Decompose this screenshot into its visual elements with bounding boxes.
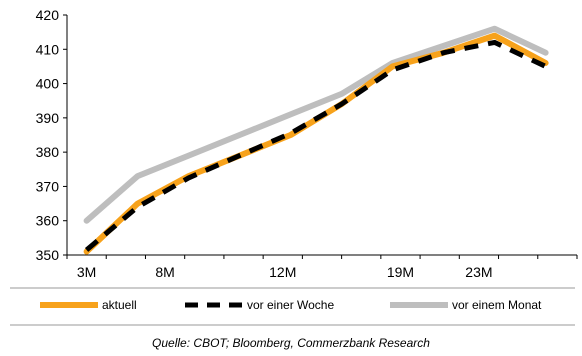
legend-label-aktuell: aktuell bbox=[102, 298, 137, 312]
y-tick-label-420: 420 bbox=[36, 7, 60, 23]
series-line-vor-einem-monat bbox=[83, 25, 549, 224]
series-layer bbox=[83, 25, 549, 255]
x-axis-ticks: 3M 8M 12M 19M 23M bbox=[66, 255, 578, 280]
y-tick-label-410: 410 bbox=[36, 41, 60, 57]
y-tick-label-380: 380 bbox=[36, 144, 60, 160]
y-axis-ticks: 350 360 370 380 390 400 410 420 bbox=[36, 7, 67, 263]
y-tick-label-350: 350 bbox=[36, 247, 60, 263]
legend: aktuell vor einer Woche vor einem Monat bbox=[40, 298, 542, 312]
y-tick-label-370: 370 bbox=[36, 178, 60, 194]
legend-label-vor-einer-woche: vor einer Woche bbox=[247, 298, 334, 312]
series-line-aktuell bbox=[83, 32, 549, 255]
y-tick-label-390: 390 bbox=[36, 110, 60, 126]
x-tick-label-3M: 3M bbox=[77, 264, 96, 280]
y-tick-label-400: 400 bbox=[36, 76, 60, 92]
x-tick-label-19M: 19M bbox=[387, 264, 414, 280]
x-tick-label-12M: 12M bbox=[269, 264, 296, 280]
x-tick-label-23M: 23M bbox=[465, 264, 492, 280]
x-tick-label-8M: 8M bbox=[155, 264, 174, 280]
series-line-vor-einer-woche bbox=[84, 39, 547, 252]
source-note: Quelle: CBOT; Bloomberg, Commerzbank Res… bbox=[152, 336, 430, 350]
y-tick-label-360: 360 bbox=[36, 213, 60, 229]
legend-label-vor-einem-monat: vor einem Monat bbox=[452, 298, 542, 312]
